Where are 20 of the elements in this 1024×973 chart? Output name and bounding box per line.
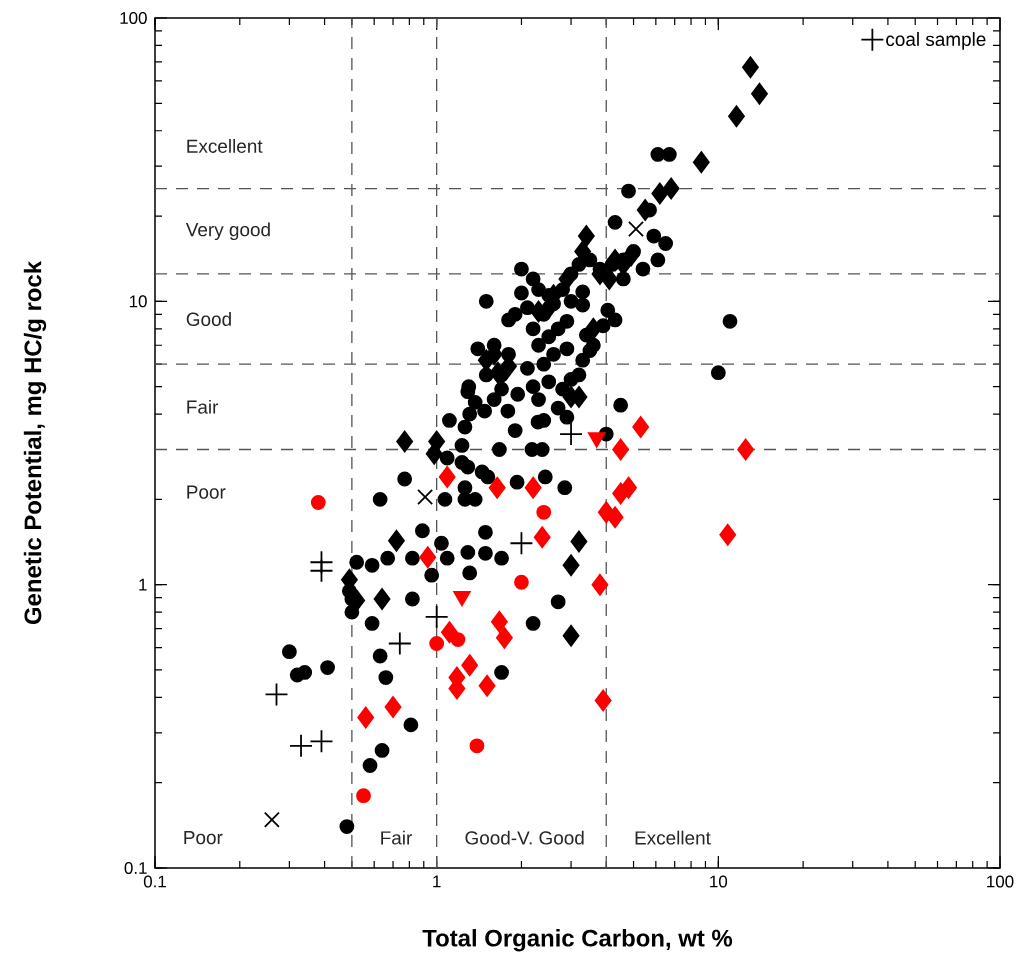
annotation: Good xyxy=(186,312,231,326)
annotation: Very good xyxy=(185,222,270,241)
x-tick-label: 1 xyxy=(433,875,441,888)
y-tick-label: 0.1 xyxy=(124,862,147,874)
y-tick-label: 100 xyxy=(120,12,147,25)
x-tick-label: 10 xyxy=(710,875,728,888)
x-tick-label: 100 xyxy=(987,875,1014,888)
annotation: Excellent xyxy=(187,139,263,153)
annotation: Good-V. Good xyxy=(465,830,584,845)
annotation: Poor xyxy=(187,485,226,499)
annotation: Fair xyxy=(187,399,219,414)
y-axis-title: Genetic Potential, mg HC/g rock xyxy=(23,260,47,625)
x-axis-title: Total Organic Carbon, wt % xyxy=(422,929,733,952)
y-tick-label: 1 xyxy=(139,578,147,591)
annotation: Excellent xyxy=(635,830,711,845)
x-tick-label: 0.1 xyxy=(143,875,166,888)
y-tick-label: 10 xyxy=(129,295,147,308)
annotation: Poor xyxy=(184,831,223,845)
legend-label: coal sample xyxy=(886,32,986,50)
annotation: Fair xyxy=(381,830,412,845)
